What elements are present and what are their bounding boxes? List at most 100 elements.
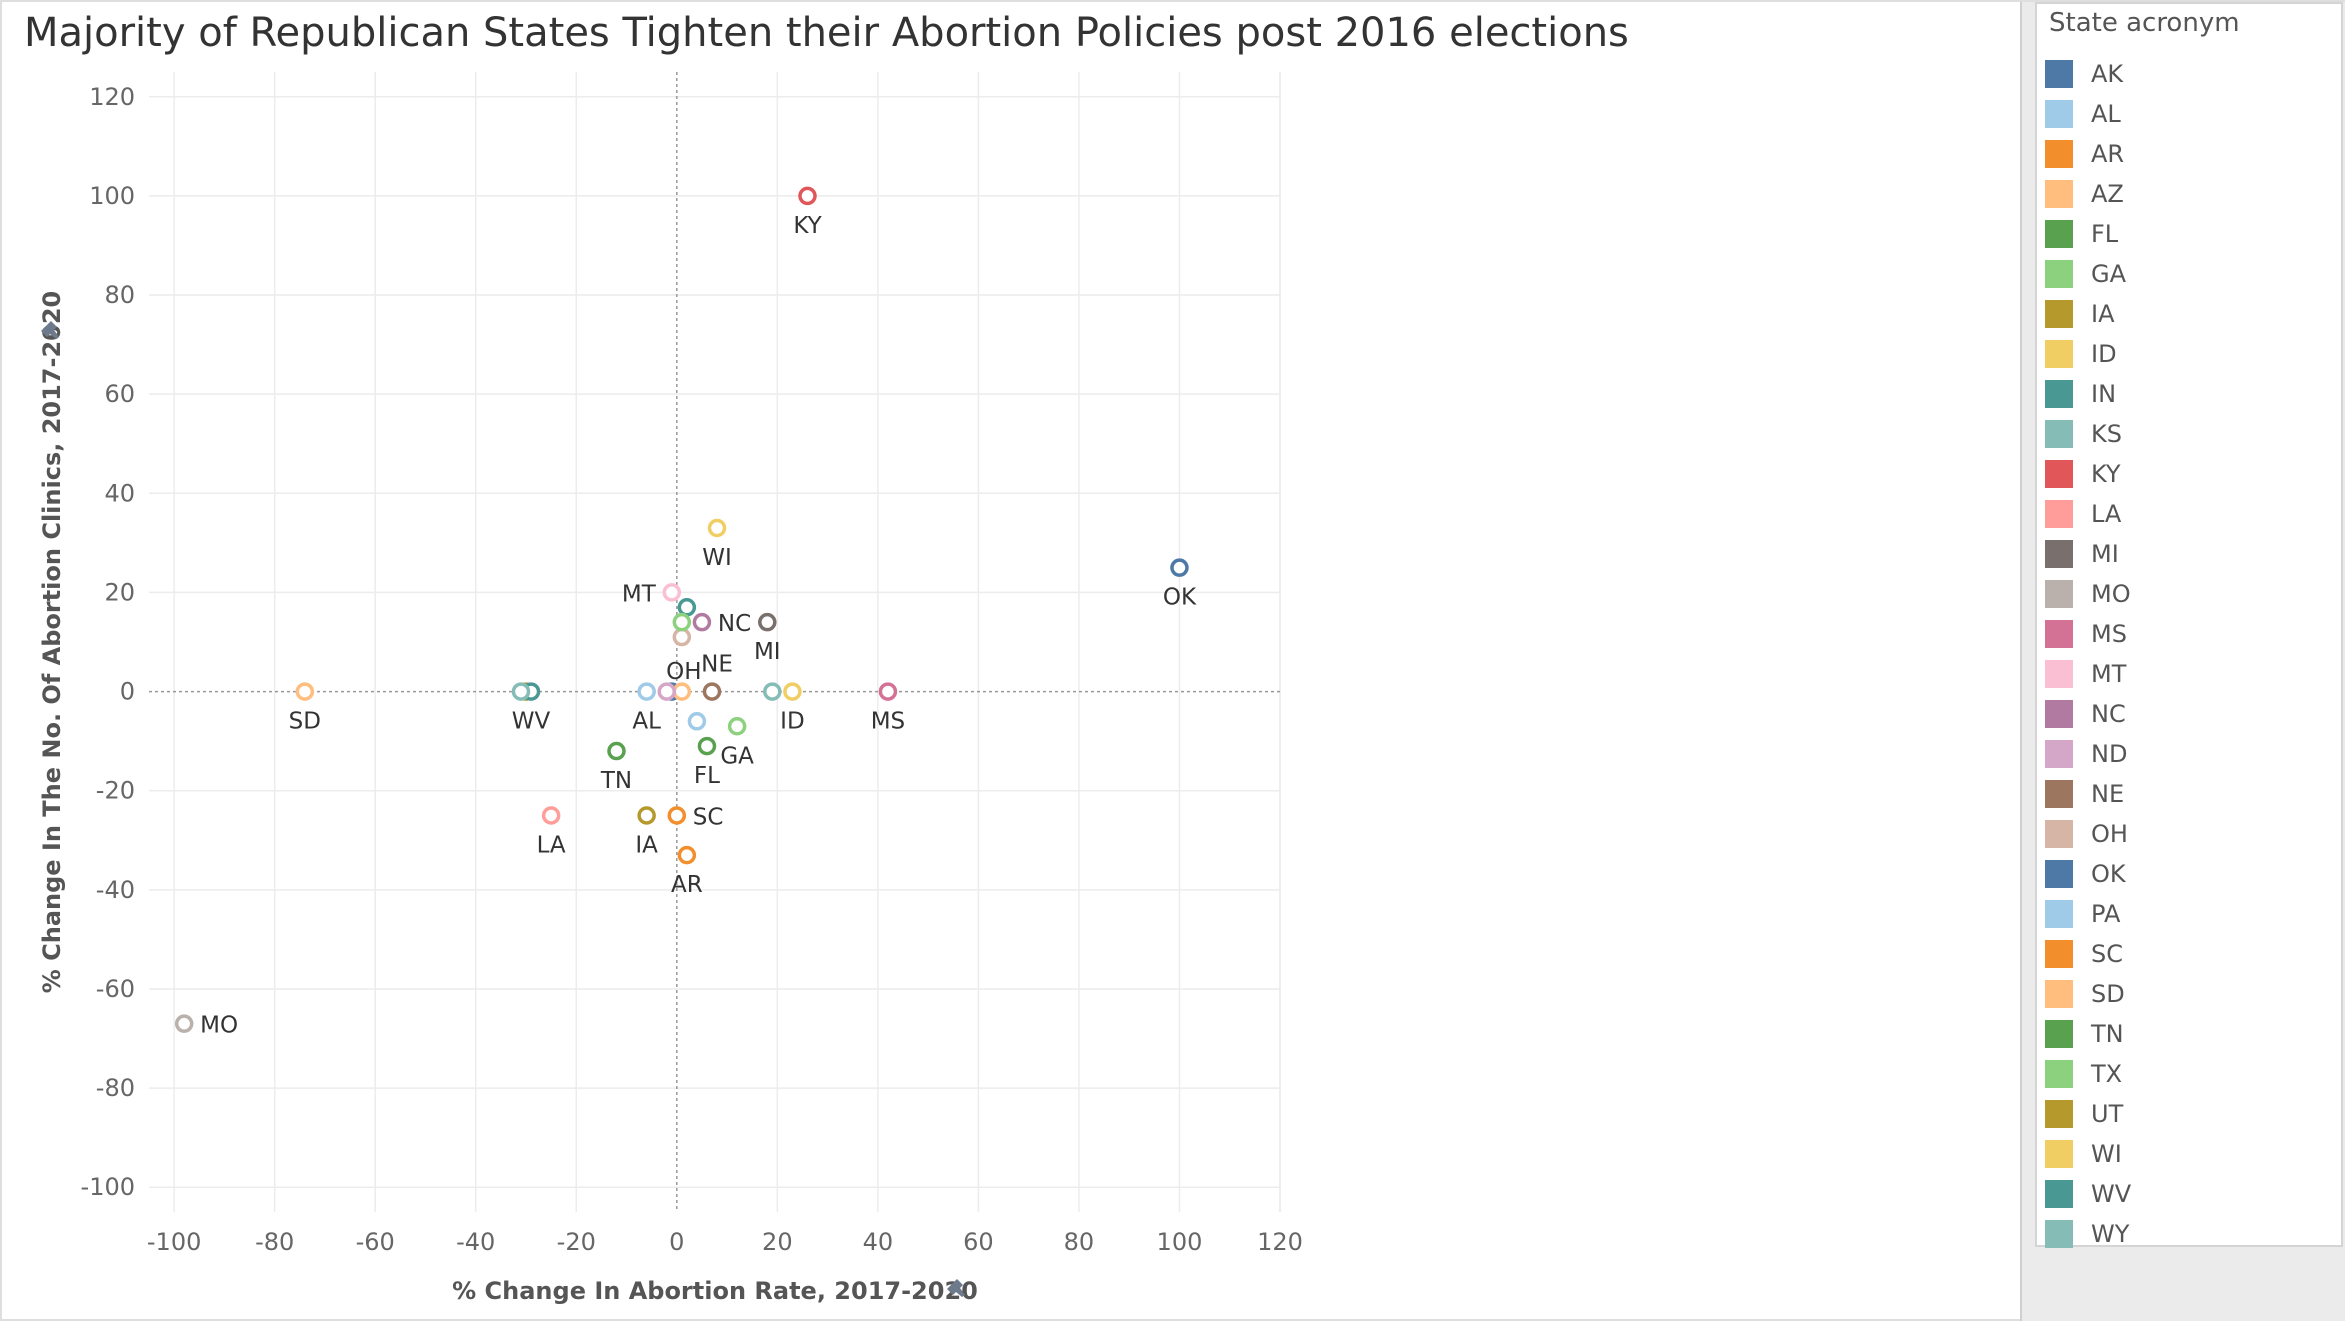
legend-swatch (2045, 380, 2073, 408)
legend-label: IN (2091, 380, 2117, 408)
legend-item-ia[interactable]: IA (2045, 294, 2131, 334)
x-axis-pin-icon[interactable] (947, 1279, 965, 1297)
legend-item-sd[interactable]: SD (2045, 974, 2131, 1014)
data-point-ia[interactable] (637, 806, 656, 825)
data-point-oh[interactable] (672, 627, 692, 647)
point-label-ga: GA (720, 743, 754, 769)
legend-item-tn[interactable]: TN (2045, 1014, 2131, 1054)
x-tick-label: 60 (963, 1228, 994, 1256)
legend-item-wi[interactable]: WI (2045, 1134, 2131, 1174)
data-point-wi[interactable] (707, 518, 727, 538)
legend-item-oh[interactable]: OH (2045, 814, 2131, 854)
data-point-ar[interactable] (677, 845, 697, 865)
point-label-sc: SC (693, 804, 724, 830)
data-point-nc[interactable] (692, 612, 712, 632)
data-point-sd[interactable] (295, 682, 315, 701)
legend-item-ok[interactable]: OK (2045, 854, 2131, 894)
point-label-id: ID (780, 709, 805, 735)
legend-item-in[interactable]: IN (2045, 374, 2131, 414)
data-point-ky[interactable] (798, 186, 817, 206)
legend-swatch (2045, 260, 2073, 288)
legend-item-ga[interactable]: GA (2045, 254, 2131, 294)
legend-item-ks[interactable]: KS (2045, 414, 2131, 454)
data-point-mt[interactable] (662, 583, 682, 602)
legend-item-fl[interactable]: FL (2045, 214, 2131, 254)
legend-label: KY (2091, 460, 2121, 488)
data-point-ks[interactable] (763, 682, 782, 701)
x-tick-label: 120 (1257, 1228, 1303, 1256)
legend-label: KS (2091, 420, 2122, 448)
legend-label: NC (2091, 700, 2126, 728)
y-axis-pin-icon[interactable] (41, 321, 59, 339)
scatter-plot[interactable]: -100 -80 -60 -40 -20 0 20 40 60 80 100 120 -100-80-… (2, 2, 1332, 1321)
x-tick-label: -20 (557, 1228, 596, 1256)
legend-swatch (2045, 1180, 2073, 1208)
legend-label: WV (2091, 1180, 2132, 1208)
data-point-nd[interactable] (657, 682, 676, 701)
legend-item-nd[interactable]: ND (2045, 734, 2131, 774)
data-point-id[interactable] (783, 682, 802, 701)
data-point-mo[interactable] (174, 1014, 194, 1033)
legend-item-id[interactable]: ID (2045, 334, 2131, 374)
x-tick-label: -60 (356, 1228, 395, 1256)
data-point-mi[interactable] (758, 612, 777, 632)
point-label-ok: OK (1163, 585, 1197, 611)
legend-item-mt[interactable]: MT (2045, 654, 2131, 694)
legend-item-pa[interactable]: PA (2045, 894, 2131, 934)
zero-reference-lines (149, 72, 1280, 1212)
y-tick-label: 0 (120, 678, 135, 706)
legend-item-ar[interactable]: AR (2045, 134, 2131, 174)
data-point-wy[interactable] (511, 682, 531, 701)
legend-item-ne[interactable]: NE (2045, 774, 2131, 814)
legend-swatch (2045, 220, 2073, 248)
legend-item-ms[interactable]: MS (2045, 614, 2131, 654)
legend-item-mi[interactable]: MI (2045, 534, 2131, 574)
legend-item-la[interactable]: LA (2045, 494, 2131, 534)
point-label-mi: MI (754, 639, 781, 665)
legend-item-al[interactable]: AL (2045, 94, 2131, 134)
data-point-ga[interactable] (727, 717, 747, 736)
data-point-ok[interactable] (1170, 558, 1189, 577)
data-point-al[interactable] (637, 682, 656, 701)
legend-swatch (2045, 820, 2073, 848)
legend-item-mo[interactable]: MO (2045, 574, 2131, 614)
data-point-az[interactable] (672, 682, 692, 701)
data-points[interactable] (174, 186, 1189, 1033)
x-tick-label: -40 (456, 1228, 495, 1256)
legend-label: PA (2091, 900, 2121, 928)
legend-item-az[interactable]: AZ (2045, 174, 2131, 214)
legend-label: SC (2091, 940, 2123, 968)
point-label-mo: MO (200, 1013, 238, 1039)
data-point-fl[interactable] (697, 736, 717, 756)
point-label-ne: NE (701, 652, 733, 678)
data-point-pa[interactable] (687, 712, 707, 731)
data-point-in[interactable] (677, 598, 697, 617)
data-point-tn[interactable] (607, 741, 626, 761)
legend-swatch (2045, 700, 2073, 728)
x-tick-label: -80 (255, 1228, 294, 1256)
data-point-la[interactable] (541, 806, 561, 825)
y-tick-label: -80 (96, 1074, 135, 1102)
legend-item-sc[interactable]: SC (2045, 934, 2131, 974)
point-label-oh: OH (666, 659, 701, 685)
legend-item-ak[interactable]: AK (2045, 54, 2131, 94)
legend-item-tx[interactable]: TX (2045, 1054, 2131, 1094)
point-label-ia: IA (635, 832, 658, 858)
legend-label: UT (2091, 1100, 2124, 1128)
data-point-ms[interactable] (878, 682, 898, 701)
data-point-ne[interactable] (702, 682, 722, 701)
data-point-tx[interactable] (672, 612, 692, 632)
legend-swatch (2045, 620, 2073, 648)
legend-swatch (2045, 1220, 2073, 1248)
data-point-sc[interactable] (667, 806, 687, 825)
legend-label: FL (2091, 220, 2119, 248)
y-tick-label: 20 (104, 578, 135, 606)
legend-item-wv[interactable]: WV (2045, 1174, 2131, 1214)
legend-item-ut[interactable]: UT (2045, 1094, 2131, 1134)
legend-label: ND (2091, 740, 2128, 768)
legend-item-nc[interactable]: NC (2045, 694, 2131, 734)
legend-item-ky[interactable]: KY (2045, 454, 2131, 494)
legend-item-wy[interactable]: WY (2045, 1214, 2131, 1254)
x-tick-label: 100 (1157, 1228, 1203, 1256)
